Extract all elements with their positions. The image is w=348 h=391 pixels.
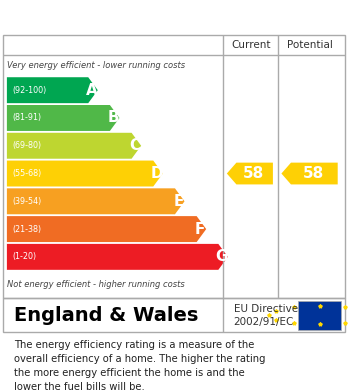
Text: (21-38): (21-38) bbox=[12, 224, 41, 233]
Polygon shape bbox=[7, 105, 119, 131]
Text: Not energy efficient - higher running costs: Not energy efficient - higher running co… bbox=[7, 280, 185, 289]
Text: F: F bbox=[195, 222, 205, 237]
Text: E: E bbox=[173, 194, 183, 209]
Text: A: A bbox=[86, 83, 97, 98]
Text: Current: Current bbox=[231, 40, 270, 50]
Text: (1-20): (1-20) bbox=[12, 252, 36, 261]
Text: (92-100): (92-100) bbox=[12, 86, 46, 95]
Text: B: B bbox=[108, 111, 119, 126]
Polygon shape bbox=[282, 163, 338, 185]
Polygon shape bbox=[7, 133, 141, 159]
Polygon shape bbox=[7, 161, 163, 187]
Text: D: D bbox=[150, 166, 163, 181]
Text: Potential: Potential bbox=[287, 40, 332, 50]
Polygon shape bbox=[227, 163, 273, 185]
Text: (69-80): (69-80) bbox=[12, 141, 41, 150]
Text: G: G bbox=[215, 249, 228, 264]
Text: Energy Efficiency Rating: Energy Efficiency Rating bbox=[14, 11, 235, 26]
Text: EU Directive
2002/91/EC: EU Directive 2002/91/EC bbox=[234, 303, 298, 327]
Text: 58: 58 bbox=[302, 166, 324, 181]
Text: The energy efficiency rating is a measure of the
overall efficiency of a home. T: The energy efficiency rating is a measur… bbox=[14, 341, 265, 391]
Text: 58: 58 bbox=[243, 166, 264, 181]
Text: England & Wales: England & Wales bbox=[14, 306, 198, 325]
Text: (39-54): (39-54) bbox=[12, 197, 41, 206]
Polygon shape bbox=[7, 244, 228, 270]
Polygon shape bbox=[7, 216, 206, 242]
Text: (81-91): (81-91) bbox=[12, 113, 41, 122]
Polygon shape bbox=[7, 77, 98, 103]
Bar bbox=[299, 301, 341, 330]
Polygon shape bbox=[7, 188, 184, 214]
Text: Very energy efficient - lower running costs: Very energy efficient - lower running co… bbox=[7, 61, 185, 70]
Text: (55-68): (55-68) bbox=[12, 169, 41, 178]
Text: C: C bbox=[129, 138, 141, 153]
